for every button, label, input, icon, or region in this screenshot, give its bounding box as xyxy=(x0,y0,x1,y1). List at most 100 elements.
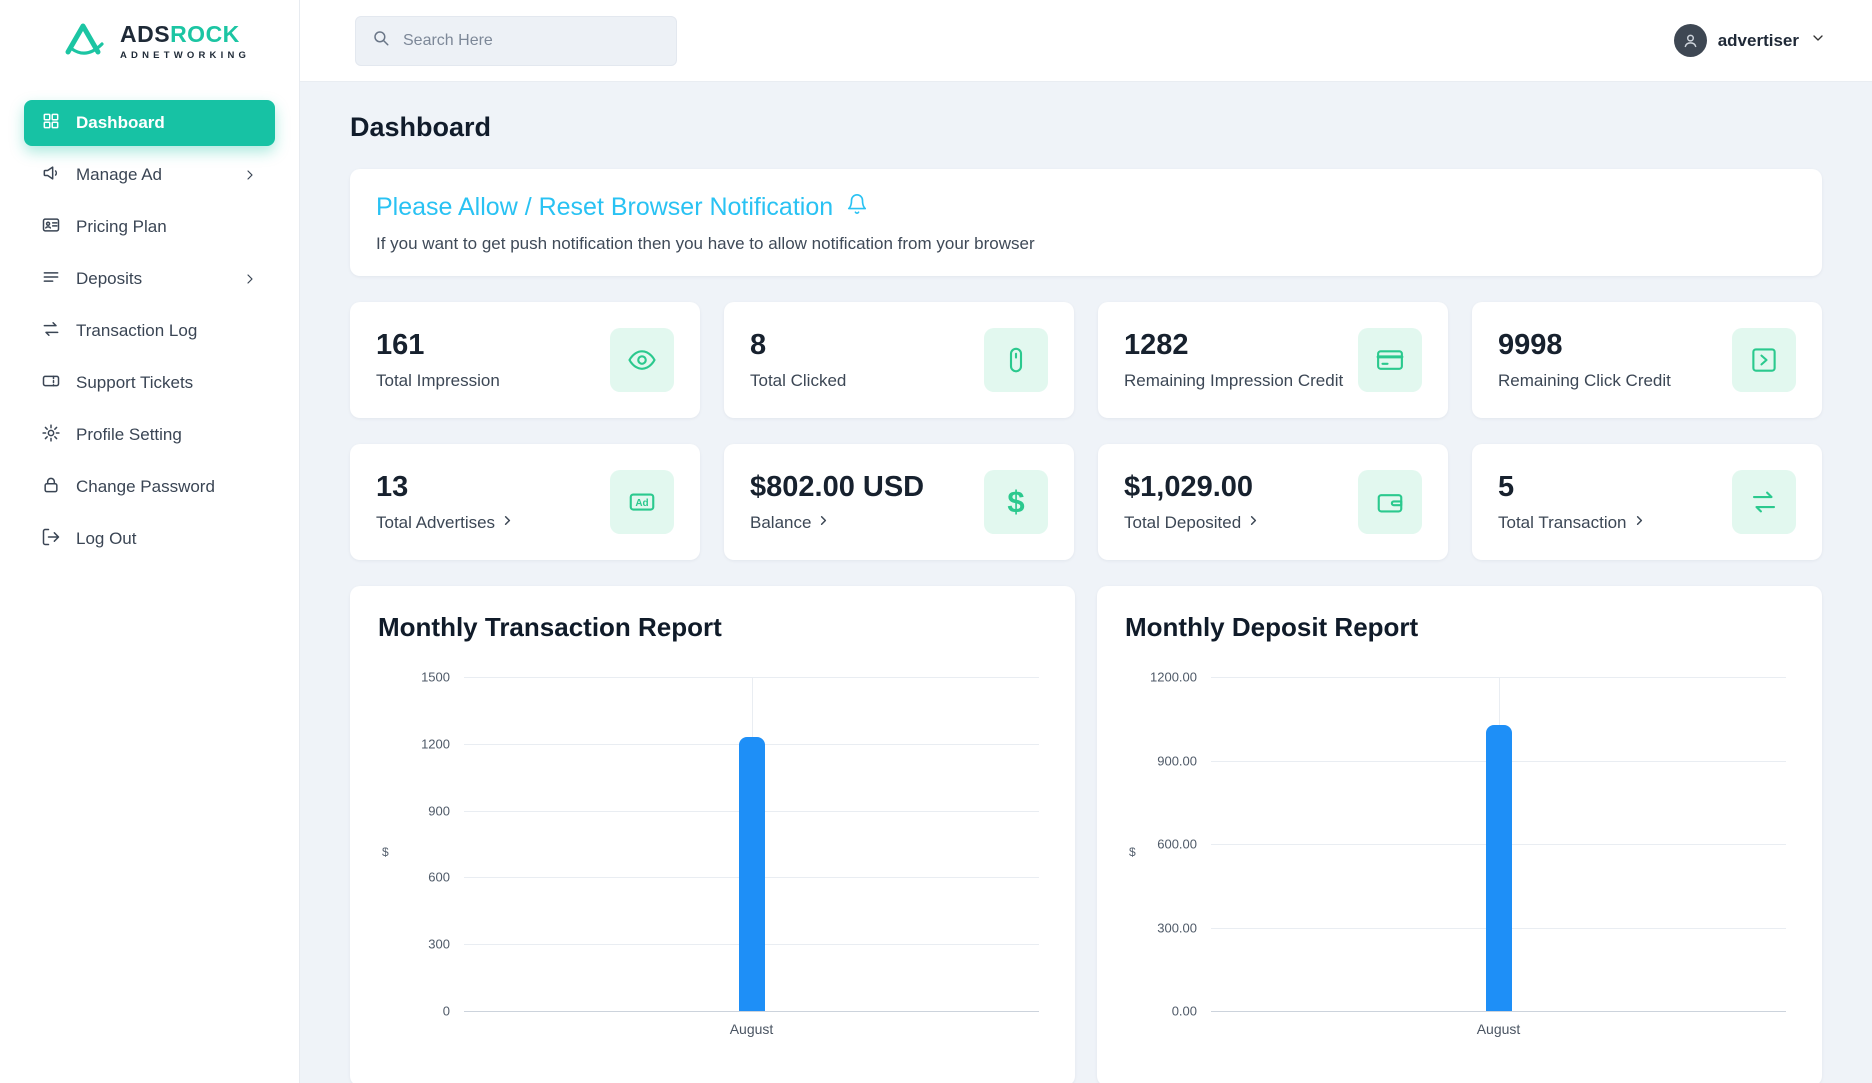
brand-subtitle: ADNETWORKING xyxy=(120,50,251,61)
sidebar-item-label: Support Tickets xyxy=(76,373,194,392)
notification-title-link[interactable]: Please Allow / Reset Browser Notificatio… xyxy=(376,193,1796,222)
credit-card-icon xyxy=(1358,328,1422,392)
sidebar-item-dashboard[interactable]: Dashboard xyxy=(24,100,275,146)
x-tick-label: August xyxy=(1476,1021,1521,1037)
plot-area xyxy=(1211,677,1786,1012)
brand-name: ADSROCK ADNETWORKING xyxy=(120,21,250,61)
sidebar-item-profile-setting[interactable]: Profile Setting xyxy=(24,412,275,458)
brand-name-part1: ADS xyxy=(120,21,171,47)
svg-text:Ad: Ad xyxy=(635,498,648,509)
chart-bar xyxy=(1485,724,1512,1011)
total-transaction-link[interactable]: Total Transaction xyxy=(1498,513,1647,533)
dollar-icon: $ xyxy=(984,470,1048,534)
sidebar-item-label: Dashboard xyxy=(76,113,165,132)
y-tick-label: 900 xyxy=(428,803,450,819)
stat-label: Total Transaction xyxy=(1498,513,1627,532)
main-column: advertiser Dashboard Please Allow / Rese… xyxy=(300,0,1872,1083)
x-axis-labels: August xyxy=(464,1021,1039,1039)
stat-value: 5 xyxy=(1498,471,1515,503)
stat-card-total-impression: 161 Total Impression xyxy=(350,302,700,418)
brand-logo-icon xyxy=(62,20,108,63)
search-icon xyxy=(372,29,390,52)
chart-title: Monthly Transaction Report xyxy=(378,612,722,642)
stat-value: $802.00 USD xyxy=(750,471,925,503)
sidebar-item-change-password[interactable]: Change Password xyxy=(24,464,275,510)
chart-title: Monthly Deposit Report xyxy=(1125,612,1419,642)
y-tick-label: 1200.00 xyxy=(1150,669,1197,685)
monthly-deposit-bar-chart: $ 1200.00 900.00 600.00 300.00 0.00 August xyxy=(1125,647,1794,1077)
search-input[interactable] xyxy=(401,30,660,51)
wallet-icon xyxy=(1358,470,1422,534)
eye-icon xyxy=(610,328,674,392)
stat-label: Total Impression xyxy=(376,371,500,390)
total-advertises-link[interactable]: Total Advertises xyxy=(376,513,515,533)
chart-card-monthly-transaction: Monthly Transaction Report $ 1500 1200 900… xyxy=(350,586,1075,1083)
gridline xyxy=(1211,1011,1786,1012)
y-axis-ticks: 1200.00 900.00 600.00 300.00 0.00 xyxy=(1149,670,1197,1019)
y-tick-label: 1200 xyxy=(421,736,450,752)
content-area: Dashboard Please Allow / Reset Browser N… xyxy=(300,82,1872,1083)
gear-icon xyxy=(41,423,61,448)
id-card-icon xyxy=(41,215,61,240)
sidebar-item-transaction-log[interactable]: Transaction Log xyxy=(24,308,275,354)
exchange-arrows-icon xyxy=(41,319,61,344)
arrow-square-icon xyxy=(1732,328,1796,392)
sidebar-item-support-tickets[interactable]: Support Tickets xyxy=(24,360,275,406)
stat-card-remaining-click-credit: 9998 Remaining Click Credit xyxy=(1472,302,1822,418)
stat-label: Remaining Click Credit xyxy=(1498,371,1671,390)
monthly-transaction-bar-chart: $ 1500 1200 900 600 300 0 August xyxy=(378,647,1047,1077)
stat-value: 9998 xyxy=(1498,329,1563,361)
chevron-down-icon xyxy=(1810,30,1826,51)
stat-card-total-deposited: $1,029.00 Total Deposited xyxy=(1098,444,1448,560)
brand-name-part2: ROCK xyxy=(170,21,240,47)
list-icon xyxy=(41,267,61,292)
stat-label: Total Advertises xyxy=(376,513,496,532)
user-menu[interactable]: advertiser xyxy=(1673,24,1826,57)
stat-label: Remaining Impression Credit xyxy=(1124,371,1344,390)
stat-label: Total Clicked xyxy=(750,371,847,390)
exchange-icon xyxy=(1732,470,1796,534)
chart-card-monthly-deposit: Monthly Deposit Report $ 1200.00 900.00 60… xyxy=(1097,586,1822,1083)
grid-icon xyxy=(41,111,61,136)
page-title: Dashboard xyxy=(350,112,492,142)
balance-link[interactable]: Balance xyxy=(750,513,924,533)
brand-logo[interactable]: ADSROCK ADNETWORKING xyxy=(0,0,299,82)
y-axis-ticks: 1500 1200 900 600 300 0 xyxy=(402,670,450,1019)
y-tick-label: 300 xyxy=(428,936,450,952)
sidebar-item-label: Change Password xyxy=(76,477,215,496)
y-tick-label: 600 xyxy=(428,869,450,885)
sidebar-item-label: Profile Setting xyxy=(76,425,182,444)
y-axis-label: $ xyxy=(382,844,389,859)
stat-label: Balance xyxy=(750,513,812,532)
chevron-right-icon xyxy=(816,513,831,533)
sidebar-item-label: Transaction Log xyxy=(76,321,198,340)
chevron-right-icon xyxy=(1246,513,1261,533)
y-axis-label: $ xyxy=(1129,844,1136,859)
stat-value: $1,029.00 xyxy=(1124,471,1254,503)
sidebar-item-pricing-plan[interactable]: Pricing Plan xyxy=(24,204,275,250)
sidebar-item-log-out[interactable]: Log Out xyxy=(24,516,275,562)
avatar xyxy=(1673,24,1707,57)
sidebar-item-deposits[interactable]: Deposits xyxy=(24,256,275,302)
sidebar-item-manage-ad[interactable]: Manage Ad xyxy=(24,152,275,198)
stat-label: Total Deposited xyxy=(1124,513,1242,532)
bell-icon xyxy=(846,193,868,222)
charts-row: Monthly Transaction Report $ 1500 1200 900… xyxy=(350,586,1822,1083)
plot-area xyxy=(464,677,1039,1012)
notification-title-text: Please Allow / Reset Browser Notificatio… xyxy=(376,193,834,221)
search-box[interactable] xyxy=(355,15,677,66)
stat-card-total-advertises: 13 Total Advertises Ad xyxy=(350,444,700,560)
stat-value: 161 xyxy=(376,329,425,361)
stat-value: 1282 xyxy=(1124,329,1189,361)
sidebar: ADSROCK ADNETWORKING Dashboard Manage Ad… xyxy=(0,0,300,1083)
sidebar-item-label: Deposits xyxy=(76,269,143,288)
y-tick-label: 1500 xyxy=(421,669,450,685)
stat-card-total-clicked: 8 Total Clicked xyxy=(724,302,1074,418)
sidebar-item-label: Log Out xyxy=(76,529,137,548)
browser-notification-card: Please Allow / Reset Browser Notificatio… xyxy=(350,169,1822,276)
stats-grid-row-2: 13 Total Advertises Ad $802.00 USD Balan… xyxy=(350,444,1822,560)
logout-icon xyxy=(41,527,61,552)
total-deposited-link[interactable]: Total Deposited xyxy=(1124,513,1261,533)
megaphone-icon xyxy=(41,163,61,188)
